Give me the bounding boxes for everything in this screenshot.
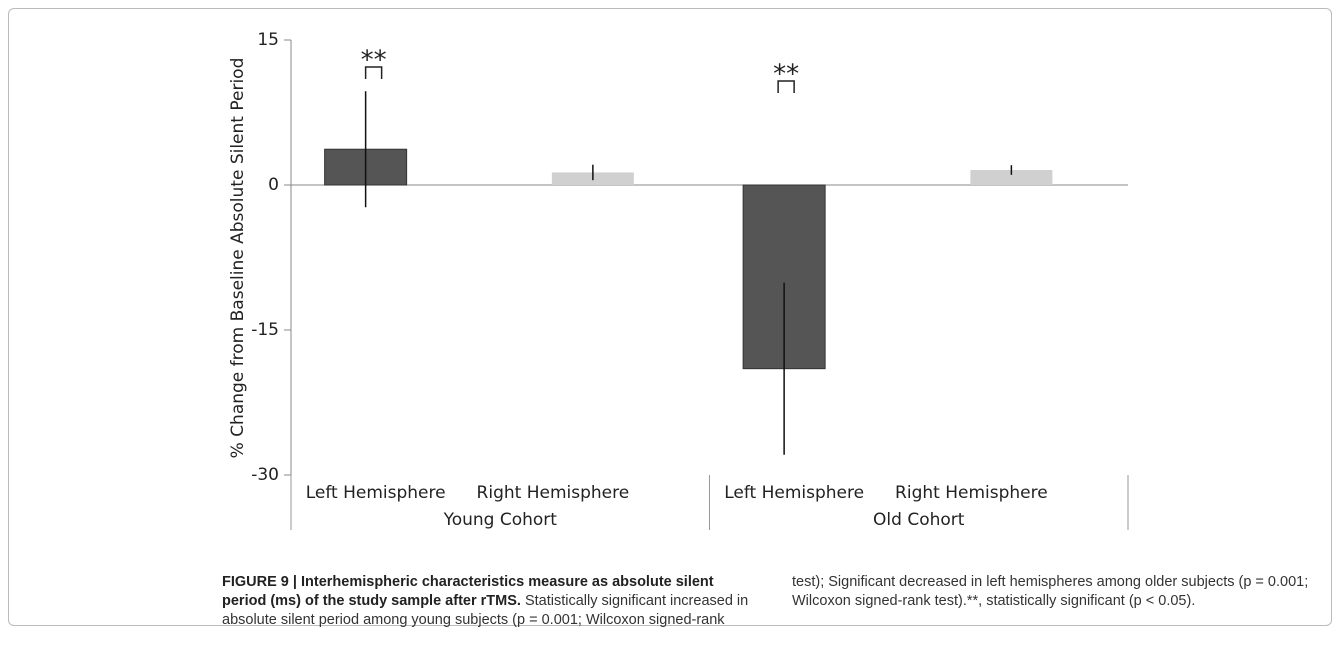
caption-title: FIGURE 9 | Interhemispheric characterist…	[222, 574, 714, 609]
bar	[970, 170, 1053, 185]
y-tick-label: -15	[251, 320, 279, 340]
chart: % Change from Baseline Absolute Silent P…	[228, 30, 1129, 530]
y-axis-label: % Change from Baseline Absolute Silent P…	[228, 58, 248, 459]
x-tick-label: Left Hemisphere	[306, 483, 446, 503]
x-tick-label: Right Hemisphere	[477, 483, 630, 503]
caption: FIGURE 9 | Interhemispheric characterist…	[222, 573, 1322, 630]
annotation-bracket	[364, 66, 383, 79]
y-tick-label: 15	[257, 30, 279, 50]
y-tick-label: 0	[268, 175, 279, 195]
group-label: Young Cohort	[443, 510, 558, 530]
figure-frame	[8, 8, 1332, 626]
x-tick-label: Right Hemisphere	[895, 483, 1048, 503]
caption-text: Statistically significant increased in a…	[222, 574, 1309, 628]
annotation: **	[773, 60, 799, 90]
group-label: Old Cohort	[873, 510, 965, 530]
annotation-bracket	[777, 80, 795, 93]
annotation: **	[361, 46, 387, 76]
y-tick-label: -30	[251, 465, 279, 485]
x-tick-label: Left Hemisphere	[724, 483, 864, 503]
